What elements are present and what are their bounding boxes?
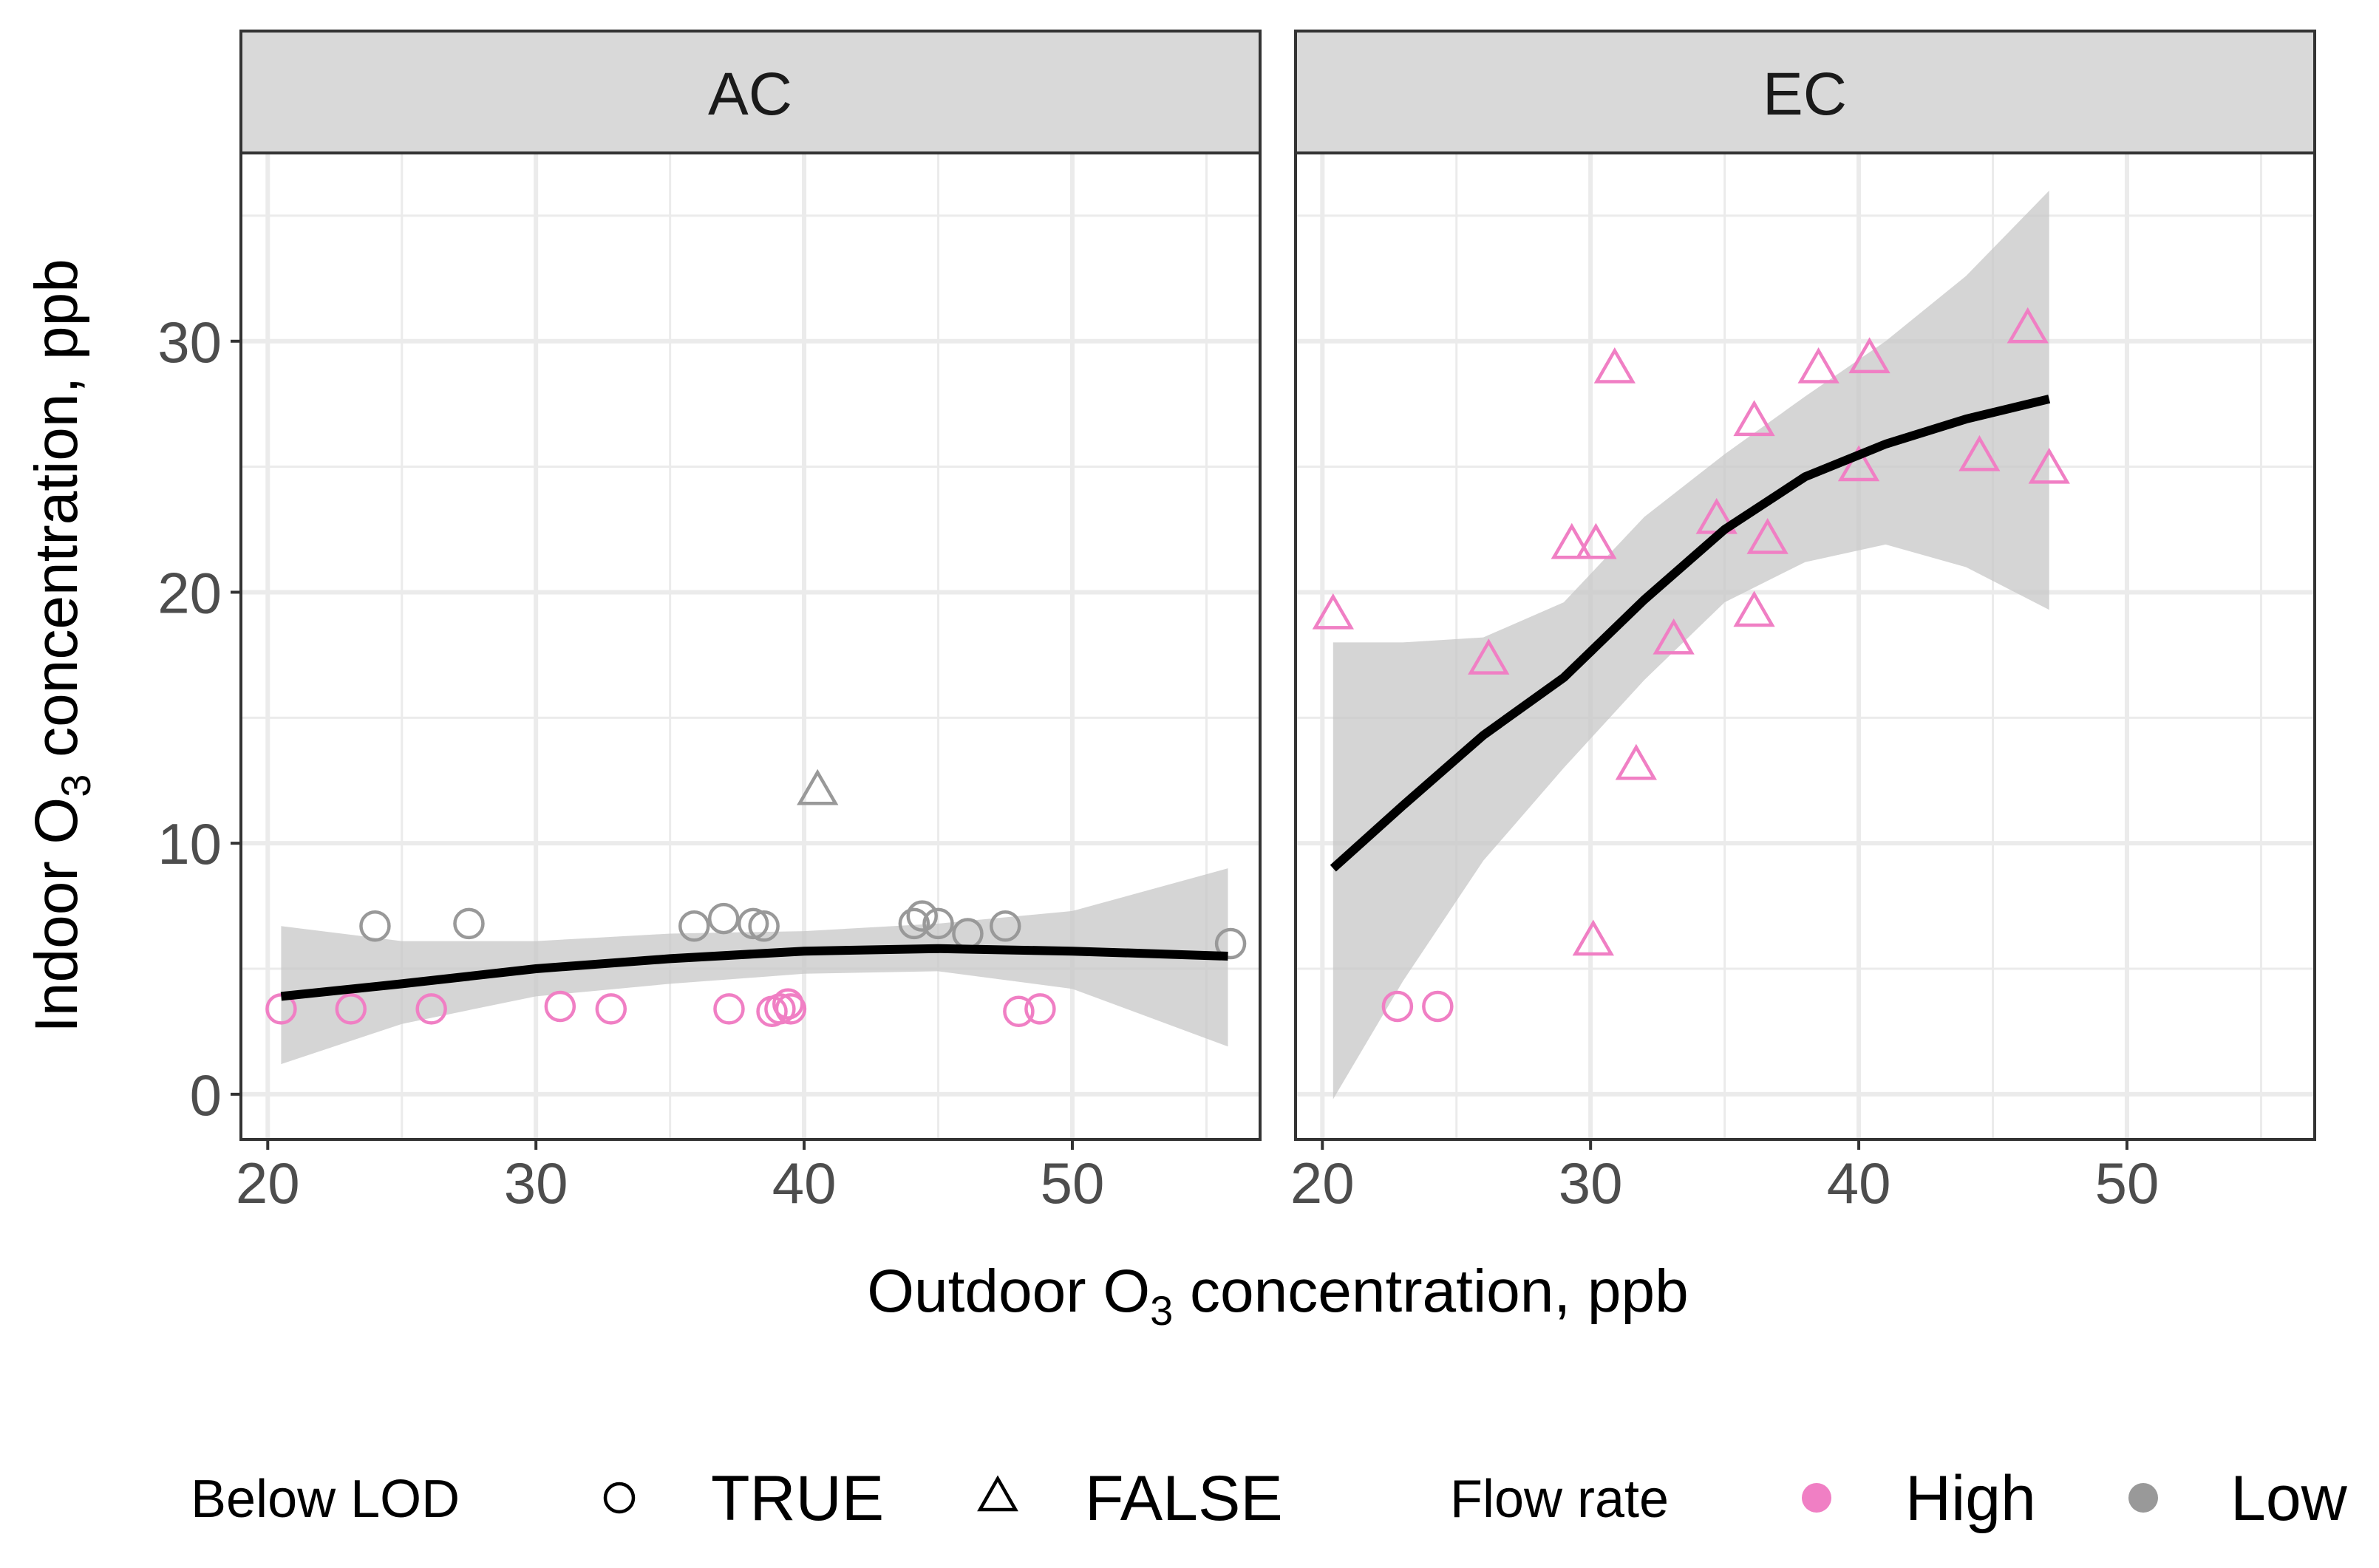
data-point-triangle [1848,337,1890,374]
confidence-ribbon-ec [1333,191,2049,1100]
data-point-circle [1214,927,1247,960]
legend-key-triangle-icon [977,1475,1018,1512]
data-point-circle [1381,990,1414,1023]
data-point-triangle [1575,522,1617,559]
x-tick-label-ac: 30 [504,1151,568,1216]
legend-title-flow-rate: Flow rate [1450,1470,1669,1529]
data-point-triangle [1958,434,2001,471]
confidence-ribbon-ac [281,868,1228,1065]
data-point-triangle [2007,307,2049,344]
legend-title-below-lod: Below LOD [191,1470,460,1529]
data-point-circle [544,990,576,1023]
data-point-circle [415,993,447,1025]
data-point-circle [737,907,769,940]
panel-ac [239,151,1262,1141]
data-point-circle [906,900,939,932]
y-axis-title-sub: 3 [52,774,99,797]
strip-ec [1294,30,2316,154]
x-tick-label-ec: 20 [1290,1151,1355,1216]
data-point-circle [764,993,796,1025]
data-point-triangle [1572,919,1615,956]
data-point-triangle [1593,347,1636,384]
x-tick-label-ac: 20 [236,1151,300,1216]
data-point-circle [595,993,627,1025]
strip-label-ec: EC [1763,61,1847,128]
data-point-triangle [2028,447,2070,484]
data-point-circle [707,902,740,935]
data-point-circle [335,993,367,1025]
legend-label-false: FALSE [1085,1463,1283,1534]
y-tick-label: 30 [157,310,222,375]
grid-ec [1296,153,2315,1139]
data-point-triangle [1551,522,1593,559]
legend-label-high: High [1905,1463,2036,1534]
legend: Below LOD TRUE FALSE Flow rate High Low [191,1463,2348,1534]
axes: 20 30 40 50 0 10 20 30 20 30 40 50 [157,310,2159,1216]
data-point-circle [453,907,485,940]
data-point-circle [678,910,710,942]
x-axis-title-rest: concentration, ppb [1173,1258,1688,1325]
y-axis-title-rest: concentration, ppb [23,259,90,774]
y-tick-label: 0 [190,1063,222,1128]
x-tick-label-ec: 40 [1827,1151,1891,1216]
panel-ec [1294,151,2316,1141]
legend-key-low-icon [2128,1483,2158,1513]
x-axis-title-sub: 3 [1150,1287,1173,1334]
data-point-triangle [1746,518,1788,554]
legend-label-low: Low [2230,1463,2348,1534]
data-point-triangle [1312,593,1355,630]
strip-label-ac: AC [708,61,792,128]
data-point-triangle [1653,618,1695,655]
legend-key-high-icon [1802,1483,1831,1513]
x-tick-label-ac: 50 [1041,1151,1105,1216]
x-tick-label-ac: 40 [772,1151,837,1216]
data-point-triangle [797,768,839,805]
panel-border-ec [1294,151,2316,1141]
smooth-line-ac [280,944,1228,1001]
data-point-circle [1003,995,1035,1028]
x-axis-title: Outdoor O3 concentration, ppb [867,1258,1689,1334]
legend-key-circle-icon [603,1482,636,1514]
data-point-circle [990,910,1021,942]
x-tick-label-ec: 30 [1559,1151,1623,1216]
strip-ac [239,30,1262,154]
data-point-triangle [1733,400,1775,437]
x-axis-title-main: Outdoor O [867,1258,1150,1325]
data-point-triangle [1797,347,1839,384]
data-point-circle [1024,993,1056,1025]
data-point-triangle [1468,638,1510,675]
data-point-triangle [1837,445,1880,482]
data-point-circle [1422,990,1454,1023]
data-point-circle [748,910,780,942]
data-point-circle [775,993,807,1025]
data-point-circle [922,907,954,940]
data-point-circle [359,910,391,942]
legend-label-true: TRUE [711,1463,884,1534]
y-tick-label: 10 [157,811,222,876]
x-tick-label-ec: 50 [2095,1151,2160,1216]
data-point-triangle [1615,743,1657,780]
y-tick-label: 20 [157,560,222,625]
data-point-triangle [1733,590,1775,627]
data-point-circle [713,993,745,1025]
y-axis-title-main: Indoor O [23,797,90,1033]
smooth-line-ec [1330,395,2051,872]
data-point-circle [898,907,930,940]
y-axis-title: Indoor O3 concentration, ppb [23,259,99,1033]
panel-border-ac [239,151,1262,1141]
points-ec [1312,307,2070,1023]
